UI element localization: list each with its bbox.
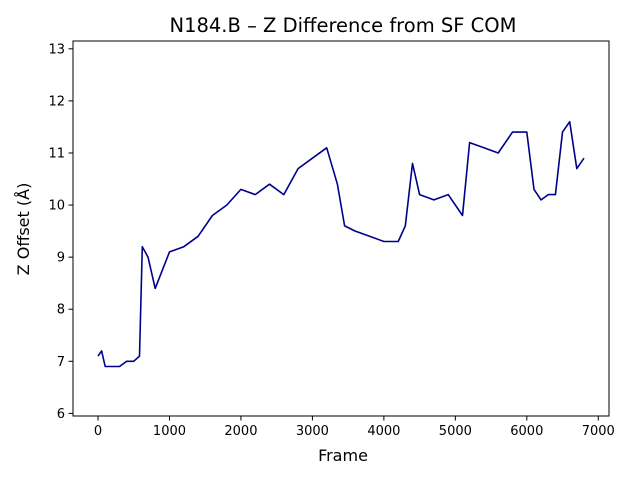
y-axis: 6 7 8 9 10 11 12 13 xyxy=(48,42,73,422)
y-tick-label: 8 xyxy=(57,303,65,318)
x-tick-label: 7000 xyxy=(582,424,615,439)
x-tick-label: 6000 xyxy=(510,424,543,439)
series-line-0 xyxy=(97,120,585,368)
y-tick-label: 10 xyxy=(48,199,65,214)
x-tick-label: 5000 xyxy=(439,424,472,439)
axes-frame xyxy=(72,40,610,417)
y-tick-label: 6 xyxy=(57,407,65,422)
plot-area xyxy=(72,40,610,417)
x-axis: 0 1000 2000 3000 4000 5000 6000 7000 xyxy=(94,416,615,439)
y-tick-label: 7 xyxy=(57,355,65,370)
y-tick-label: 11 xyxy=(48,146,65,161)
y-axis-label: Z Offset (Å) xyxy=(14,183,33,276)
y-tick-label: 13 xyxy=(48,42,65,57)
chart-title: N184.B – Z Difference from SF COM xyxy=(170,14,517,37)
x-tick-label: 2000 xyxy=(224,424,257,439)
x-tick-label: 4000 xyxy=(367,424,400,439)
x-tick-label: 1000 xyxy=(153,424,186,439)
x-axis-label: Frame xyxy=(318,446,368,465)
x-tick-label: 0 xyxy=(94,424,102,439)
y-tick-label: 12 xyxy=(48,94,65,109)
y-tick-label: 9 xyxy=(57,251,65,266)
x-tick-label: 3000 xyxy=(296,424,329,439)
